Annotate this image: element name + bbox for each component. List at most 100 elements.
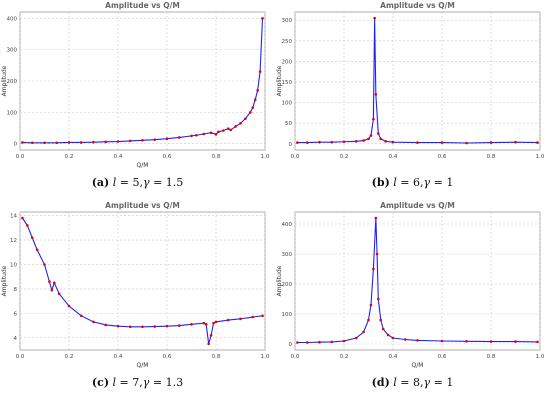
x-tick-label: 0.6 xyxy=(163,154,172,160)
caption-label: (a) xyxy=(91,176,110,189)
x-tick-label: 0.0 xyxy=(16,354,25,360)
data-point xyxy=(253,98,257,102)
x-tick-label: 0.4 xyxy=(389,154,398,160)
data-point xyxy=(141,138,144,142)
data-point xyxy=(229,128,232,132)
data-point xyxy=(514,140,517,144)
data-point xyxy=(116,324,120,328)
data-point xyxy=(116,140,120,143)
caption-c: (c) l = 7,γ = 1.3 xyxy=(91,376,184,389)
caption-l-value: 5 xyxy=(132,176,140,189)
data-point xyxy=(251,315,255,319)
x-tick-label: 0.8 xyxy=(212,154,221,160)
x-tick-label: 0.0 xyxy=(291,154,300,160)
y-axis-label: Amplitude xyxy=(1,265,8,296)
caption-l-value: 8 xyxy=(413,376,421,389)
data-point xyxy=(377,132,380,135)
data-point xyxy=(489,141,493,144)
x-tick-label: 0.2 xyxy=(340,154,349,160)
y-tick-label: 300 xyxy=(282,18,293,24)
data-point xyxy=(30,236,34,239)
data-point xyxy=(21,216,24,220)
data-point xyxy=(369,134,373,137)
data-point xyxy=(57,292,61,296)
data-point xyxy=(261,314,264,318)
data-point xyxy=(222,129,225,132)
data-point xyxy=(362,330,365,334)
data-point xyxy=(379,318,383,322)
x-tick-label: 1.0 xyxy=(261,154,270,160)
data-point xyxy=(43,141,46,145)
caption-label: (d) xyxy=(371,376,390,389)
data-point xyxy=(153,325,157,328)
chart-d: Amplitude vs Q/M 0.0 0.2 0.4 0.6 0.8 1.0 0 100 20… xyxy=(276,201,545,369)
y-tick-label: 400 xyxy=(7,16,18,22)
x-tick-label: 0.6 xyxy=(438,354,447,360)
data-point xyxy=(416,141,419,144)
y-tick-label: 10 xyxy=(10,263,17,269)
data-point xyxy=(256,89,259,92)
data-point xyxy=(342,339,346,343)
data-point xyxy=(226,127,230,130)
chart-a: Amplitude vs Q/M 0.0 0.2 0.4 0.6 0.8 1.0 0 100 20… xyxy=(1,1,270,169)
data-point xyxy=(43,263,46,266)
data-point xyxy=(50,288,54,292)
chart-title: Amplitude vs Q/M xyxy=(380,201,455,210)
x-tick-label: 0.8 xyxy=(487,354,496,360)
data-point xyxy=(362,139,365,142)
data-point xyxy=(440,339,444,343)
series-line xyxy=(22,18,264,144)
data-point xyxy=(258,70,262,73)
chart-title: Amplitude vs Q/M xyxy=(105,201,180,210)
data-point xyxy=(391,336,395,340)
y-tick-label: 14 xyxy=(10,214,17,220)
y-tick-label: 0 xyxy=(289,142,293,148)
data-point xyxy=(381,327,385,331)
data-point xyxy=(209,131,213,135)
data-point xyxy=(92,140,95,144)
caption-gamma-value: 1 xyxy=(446,376,454,389)
data-point xyxy=(536,141,539,144)
data-point xyxy=(207,342,210,346)
x-tick-label: 1.0 xyxy=(536,154,545,160)
series-line xyxy=(297,18,538,144)
data-point xyxy=(305,141,309,144)
chart-title: Amplitude vs Q/M xyxy=(105,1,180,10)
data-point xyxy=(165,137,169,141)
subfigure-a: Amplitude vs Q/M 0.0 0.2 0.4 0.6 0.8 1.0 0 100 20… xyxy=(0,0,275,200)
y-tick-label: 100 xyxy=(282,312,293,318)
x-tick-label: 0.6 xyxy=(438,154,447,160)
y-tick-label: 400 xyxy=(282,222,293,228)
y-tick-label: 100 xyxy=(7,110,18,116)
data-point xyxy=(536,340,539,344)
data-point xyxy=(226,318,230,322)
data-point xyxy=(374,216,378,220)
y-tick-label: 12 xyxy=(10,238,17,244)
caption-l-value: 7 xyxy=(132,376,140,389)
data-point xyxy=(55,141,59,145)
x-tick-label: 0.4 xyxy=(114,154,123,160)
data-point xyxy=(296,141,299,144)
caption-label: (c) xyxy=(91,376,110,389)
data-point xyxy=(367,137,370,141)
y-tick-label: 200 xyxy=(282,282,293,288)
y-tick-label: 200 xyxy=(282,59,293,65)
y-axis-label: Amplitude xyxy=(276,65,283,96)
data-point xyxy=(384,140,387,143)
data-point xyxy=(403,338,407,341)
x-tick-label: 0.6 xyxy=(163,354,172,360)
data-point xyxy=(318,140,321,144)
plot-frame xyxy=(294,211,541,351)
data-point xyxy=(212,321,215,325)
y-tick-label: 0 xyxy=(289,342,293,348)
x-tick-label: 0.0 xyxy=(291,354,300,360)
x-axis-label: Q/M xyxy=(137,162,149,169)
data-point xyxy=(153,138,157,141)
data-point xyxy=(416,339,419,342)
caption-gamma-value: 1.3 xyxy=(165,376,184,389)
subfigure-d: Amplitude vs Q/M 0.0 0.2 0.4 0.6 0.8 1.0 0 100 20… xyxy=(275,200,550,400)
x-axis-label: Q/M xyxy=(137,362,149,369)
data-point xyxy=(377,297,380,301)
data-point xyxy=(465,141,468,145)
x-axis-label: Q/M xyxy=(412,362,424,369)
